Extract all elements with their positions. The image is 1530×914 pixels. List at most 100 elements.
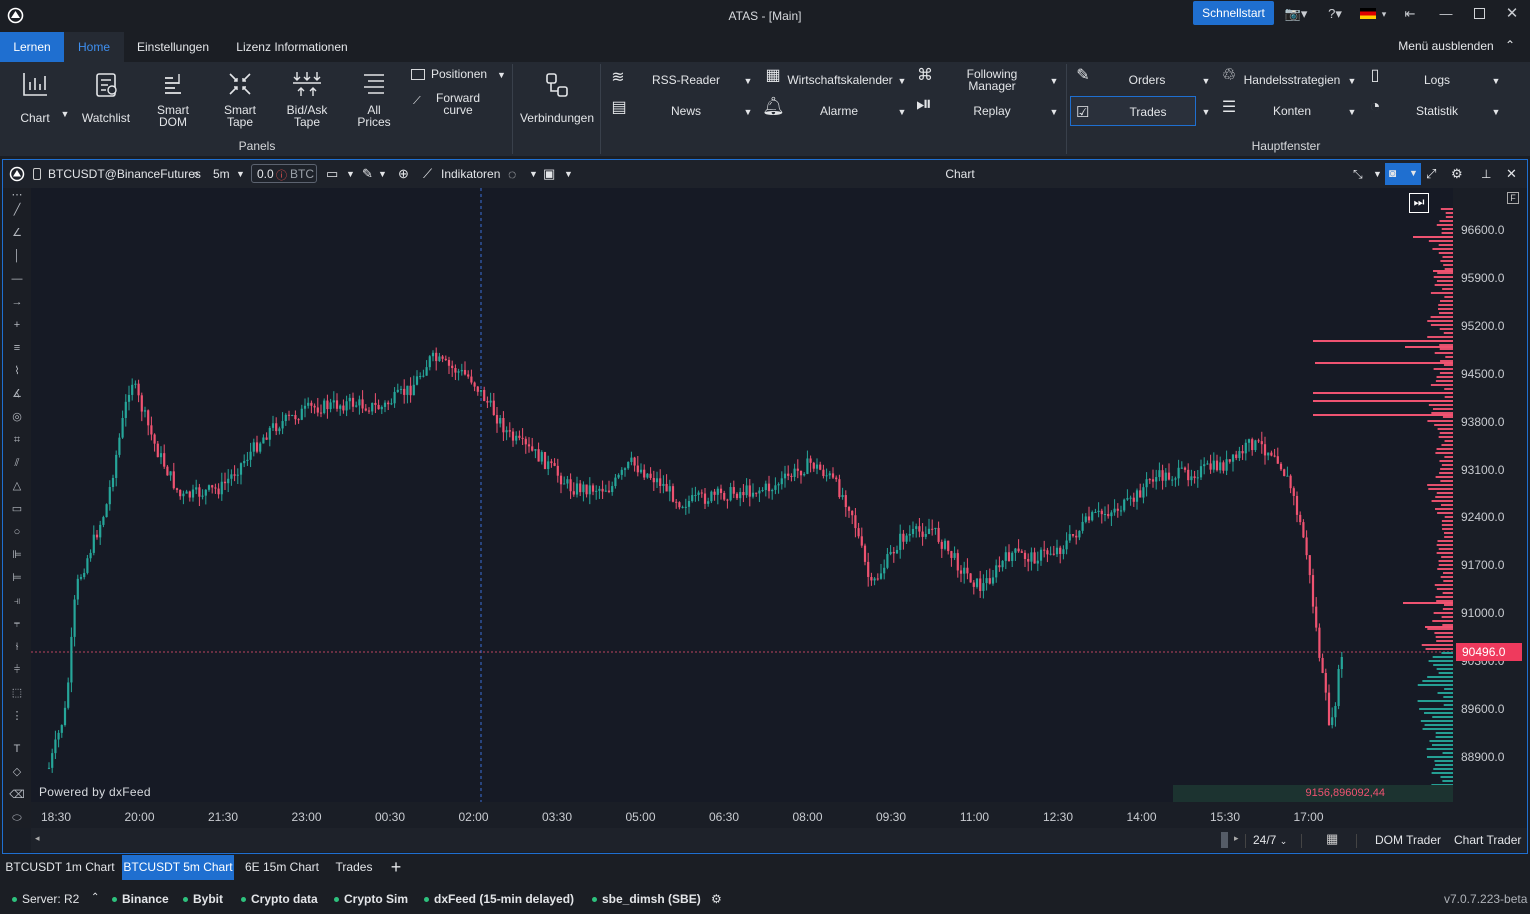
chevron-down-icon[interactable]: ▼ <box>1373 169 1382 179</box>
chart-trader-button[interactable]: Chart Trader <box>1454 833 1522 847</box>
triangle-icon[interactable]: △ <box>12 480 22 492</box>
help-icon[interactable]: ?▾ <box>1328 6 1342 21</box>
chevron-down-icon[interactable]: ▼ <box>564 169 573 179</box>
chevron-down-icon[interactable]: ▼ <box>1347 107 1357 117</box>
profile-icon[interactable]: ⊫ <box>12 549 22 561</box>
zoom-icon[interactable]: ⊕ <box>398 166 409 181</box>
scroll-right-icon[interactable]: ▸ <box>1234 833 1239 843</box>
crosshair-icon[interactable]: ◌ <box>508 166 517 182</box>
search-icon[interactable]: ⌕ <box>192 166 200 181</box>
comment-icon[interactable]: ▭ <box>326 166 339 181</box>
chart-button[interactable]: Chart <box>10 70 60 124</box>
angle-icon[interactable]: ∡ <box>12 388 22 400</box>
chevron-down-icon[interactable]: ▼ <box>1049 76 1059 86</box>
orders-button[interactable]: Orders <box>1128 73 1166 87</box>
tab-lernen[interactable]: Lernen <box>0 32 64 62</box>
tab-einstellungen[interactable]: Einstellungen <box>136 40 210 54</box>
accounts-button[interactable]: Konten <box>1272 104 1312 118</box>
time-axis[interactable]: 18:30 20:00 21:30 23:00 00:30 02:00 03:30 05:00… <box>31 802 1453 826</box>
orders-icon[interactable]: ✎ <box>1076 67 1090 84</box>
line-tool-icon[interactable]: ╱ <box>13 204 21 216</box>
pencil-icon[interactable]: ✎ <box>362 166 373 181</box>
bell-icon[interactable]: 🔔︎ <box>762 96 785 116</box>
rectangle-icon[interactable]: ▭ <box>11 503 23 515</box>
calendar-button[interactable]: Wirtschaftskalender <box>787 73 893 87</box>
arrow-icon[interactable]: → <box>11 296 23 308</box>
logs-button[interactable]: Logs <box>1423 73 1451 87</box>
strategies-icon[interactable]: ♲ <box>1221 67 1237 84</box>
trades-button[interactable]: ☑ Trades <box>1070 96 1196 126</box>
crosshair-icon[interactable]: + <box>13 319 21 331</box>
channel-icon[interactable]: ⫽ <box>14 457 20 469</box>
mobile-icon[interactable] <box>33 168 41 180</box>
levels-icon[interactable]: ≡ <box>13 342 21 354</box>
gear-icon[interactable]: ⚙ <box>711 892 722 906</box>
following-manager-button[interactable]: Following Manager <box>966 67 1018 93</box>
doc-tab-active[interactable]: BTCUSDT 5m Chart <box>122 855 234 880</box>
alarms-button[interactable]: Alarme <box>819 104 858 118</box>
profile-range-icon[interactable]: ⊨ <box>12 572 22 584</box>
vertical-line-icon[interactable]: │ <box>13 250 21 262</box>
rss-reader-button[interactable]: RSS-Reader <box>651 73 721 87</box>
template-icon[interactable]: ▣ <box>543 166 556 181</box>
tab-lizenz[interactable]: Lizenz Informationen <box>236 40 348 54</box>
chevron-down-icon[interactable]: ▼ <box>529 169 538 179</box>
scrollbar-thumb[interactable] <box>1221 832 1228 848</box>
bidask-tape-button[interactable]: Bid/Ask Tape <box>282 70 332 128</box>
flag-de-icon[interactable] <box>1360 8 1376 19</box>
indicator-icon[interactable]: ⟋ <box>423 166 433 181</box>
circle-icon[interactable]: ○ <box>13 526 21 538</box>
eraser-icon[interactable]: ⌫ <box>9 789 25 801</box>
strategies-button[interactable]: Handelsstrategien <box>1243 73 1341 87</box>
logs-icon[interactable]: ▯ <box>1370 67 1380 84</box>
ruler-icon[interactable]: ⌗ <box>13 434 21 446</box>
news-icon[interactable]: ▤ <box>611 99 627 116</box>
dom-trader-button[interactable]: DOM Trader <box>1375 833 1442 847</box>
chevron-down-icon[interactable]: ▼ <box>378 169 387 179</box>
doc-tab[interactable]: Trades <box>335 860 373 874</box>
ray-tool-icon[interactable]: ∠ <box>12 227 22 239</box>
following-icon[interactable]: ⌘ <box>917 67 933 84</box>
accounts-icon[interactable]: ☰ <box>1221 99 1237 116</box>
dotted-line-icon[interactable]: ⋮ <box>11 710 23 722</box>
minimize-icon[interactable]: — <box>1439 6 1453 21</box>
watchlist-button[interactable]: Watchlist <box>78 70 134 124</box>
chevron-down-icon[interactable]: ▼ <box>743 76 753 86</box>
calendar-icon[interactable]: ▦ <box>765 67 781 84</box>
chevron-down-icon[interactable]: ▾ <box>1381 9 1387 19</box>
maximize-icon[interactable] <box>1474 8 1485 19</box>
scroll-to-end-icon[interactable]: ⏭ <box>1409 193 1429 213</box>
smart-dom-button[interactable]: Smart DOM <box>150 70 196 128</box>
news-button[interactable]: News <box>670 104 701 118</box>
replay-button[interactable]: Replay <box>973 104 1011 118</box>
scroll-left-icon[interactable]: ◂ <box>35 833 40 843</box>
chevron-down-icon[interactable]: ▼ <box>743 107 753 117</box>
chevron-down-icon[interactable]: ▼ <box>897 107 907 117</box>
screenshot-button[interactable]: ◙ ▼ <box>1385 163 1421 185</box>
tag-icon[interactable]: ◇ <box>12 766 22 778</box>
shape-icon[interactable]: ⬭ <box>12 812 22 824</box>
f-button[interactable]: F <box>1507 192 1519 204</box>
pin-icon[interactable]: ⊥ <box>1481 167 1492 181</box>
chevron-down-icon[interactable]: ▼ <box>1491 76 1501 86</box>
dashed-rect-icon[interactable]: ⬚ <box>11 687 23 699</box>
chart-plot[interactable]: Powered by dxFeed 9156,896092,44 ⏭ <box>31 188 1455 802</box>
curve-icon[interactable]: ⌇ <box>14 365 20 377</box>
chevron-up-icon[interactable]: ⌃ <box>1504 38 1516 52</box>
server-status[interactable]: Server: R2 <box>12 892 79 906</box>
statistics-button[interactable]: Statistik <box>1415 104 1458 118</box>
close-icon[interactable]: ✕ <box>1506 166 1517 181</box>
close-icon[interactable]: ✕ <box>1505 5 1519 22</box>
indicators-button[interactable]: Indikatoren <box>441 167 501 181</box>
chevron-down-icon[interactable]: ▼ <box>1049 107 1059 117</box>
chevron-down-icon[interactable]: ▼ <box>1491 107 1501 117</box>
collapse-icon[interactable]: ⤡ <box>1353 167 1363 181</box>
doc-tab[interactable]: 6E 15m Chart <box>244 860 320 874</box>
all-prices-button[interactable]: All Prices <box>350 70 398 128</box>
smart-tape-button[interactable]: Smart Tape <box>216 70 264 128</box>
chevron-down-icon[interactable]: ▼ <box>1347 76 1357 86</box>
volume-filter-box[interactable]: 0.0 ⓘ BTC <box>251 164 317 183</box>
chevron-down-icon[interactable]: ▼ <box>1201 76 1211 86</box>
volume-profile-icon[interactable]: ⫣ <box>13 595 21 607</box>
chevron-down-icon[interactable]: ▼ <box>1201 107 1211 117</box>
